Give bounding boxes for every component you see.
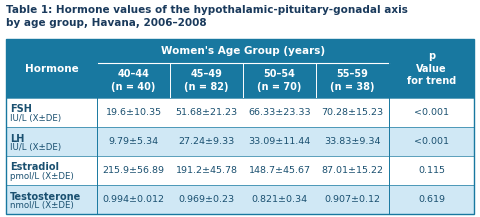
Bar: [170, 63, 243, 98]
Bar: [97, 127, 170, 156]
Bar: [6, 185, 97, 214]
Text: IU/L (X±DE): IU/L (X±DE): [10, 114, 61, 123]
Text: 215.9±56.89: 215.9±56.89: [103, 166, 165, 175]
Text: Hormone: Hormone: [24, 64, 78, 74]
Text: by age group, Havana, 2006–2008: by age group, Havana, 2006–2008: [6, 18, 206, 28]
Bar: [316, 185, 389, 214]
Bar: [243, 98, 316, 127]
Text: 9.79±5.34: 9.79±5.34: [108, 137, 158, 146]
Text: <0.001: <0.001: [414, 108, 449, 117]
Bar: [170, 156, 243, 185]
Bar: [97, 156, 170, 185]
Text: 70.28±15.23: 70.28±15.23: [322, 108, 384, 117]
Bar: [389, 98, 474, 127]
Text: 0.821±0.34: 0.821±0.34: [252, 195, 308, 204]
Bar: [389, 39, 474, 98]
Text: 51.68±21.23: 51.68±21.23: [175, 108, 238, 117]
Text: 19.6±10.35: 19.6±10.35: [106, 108, 162, 117]
Text: Testosterone: Testosterone: [10, 191, 81, 202]
Text: 45–49
(n = 82): 45–49 (n = 82): [184, 69, 229, 92]
Bar: [316, 98, 389, 127]
Text: 191.2±45.78: 191.2±45.78: [176, 166, 238, 175]
Text: 33.09±11.44: 33.09±11.44: [248, 137, 311, 146]
Text: 0.994±0.012: 0.994±0.012: [103, 195, 165, 204]
Text: LH: LH: [10, 133, 24, 143]
Bar: [6, 39, 474, 214]
Bar: [316, 63, 389, 98]
Text: pmol/L (X±DE): pmol/L (X±DE): [10, 172, 74, 181]
Bar: [97, 98, 170, 127]
Bar: [97, 39, 389, 63]
Bar: [243, 185, 316, 214]
Bar: [6, 127, 97, 156]
Text: Women's Age Group (years): Women's Age Group (years): [161, 46, 325, 56]
Text: 55–59
(n = 38): 55–59 (n = 38): [330, 69, 375, 92]
Bar: [316, 156, 389, 185]
Bar: [316, 127, 389, 156]
Text: 50–54
(n = 70): 50–54 (n = 70): [257, 69, 302, 92]
Text: <0.001: <0.001: [414, 137, 449, 146]
Text: Table 1: Hormone values of the hypothalamic-pituitary-gonadal axis: Table 1: Hormone values of the hypothala…: [6, 5, 408, 15]
Bar: [6, 98, 97, 127]
Bar: [389, 185, 474, 214]
Text: p
Value
for trend: p Value for trend: [407, 51, 456, 86]
Bar: [243, 156, 316, 185]
Text: nmol/L (X±DE): nmol/L (X±DE): [10, 201, 74, 210]
Text: 0.115: 0.115: [418, 166, 445, 175]
Bar: [389, 127, 474, 156]
Bar: [389, 156, 474, 185]
Text: FSH: FSH: [10, 105, 32, 115]
Text: IU/L (X±DE): IU/L (X±DE): [10, 143, 61, 152]
Bar: [243, 63, 316, 98]
Bar: [97, 63, 170, 98]
Text: Estradiol: Estradiol: [10, 163, 59, 173]
Text: 0.969±0.23: 0.969±0.23: [179, 195, 235, 204]
Text: 33.83±9.34: 33.83±9.34: [324, 137, 381, 146]
Text: 0.619: 0.619: [418, 195, 445, 204]
Bar: [170, 127, 243, 156]
Bar: [97, 185, 170, 214]
Text: 0.907±0.12: 0.907±0.12: [324, 195, 381, 204]
Bar: [170, 98, 243, 127]
Bar: [6, 156, 97, 185]
Bar: [170, 185, 243, 214]
Text: 148.7±45.67: 148.7±45.67: [249, 166, 311, 175]
Text: 40–44
(n = 40): 40–44 (n = 40): [111, 69, 156, 92]
Bar: [6, 39, 97, 98]
Bar: [243, 127, 316, 156]
Text: 66.33±23.33: 66.33±23.33: [248, 108, 311, 117]
Text: 87.01±15.22: 87.01±15.22: [322, 166, 384, 175]
Text: 27.24±9.33: 27.24±9.33: [179, 137, 235, 146]
